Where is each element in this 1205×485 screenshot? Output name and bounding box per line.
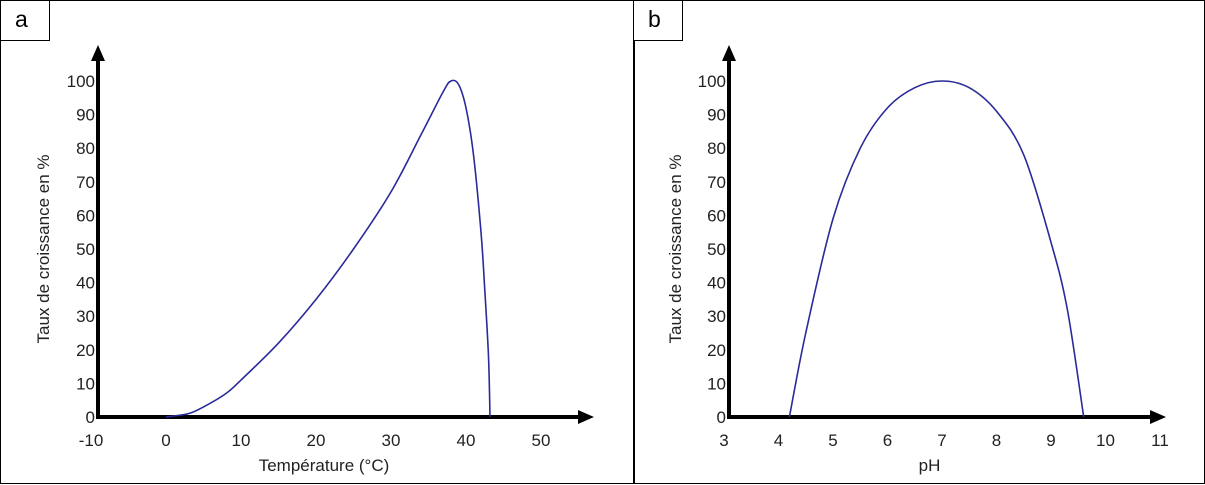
y-tick-label: 20 [707,341,726,360]
y-tick-label: 70 [707,173,726,192]
x-tick-label: 50 [532,431,551,450]
series-line [788,80,1085,418]
x-axis-arrow [1150,410,1166,424]
x-tick-label: -10 [79,431,104,450]
y-tick-label: 50 [707,240,726,259]
y-tick-label: 0 [717,408,726,427]
y-tick-label: 60 [707,206,726,225]
series-line [165,79,491,418]
y-tick-label: 90 [76,106,95,125]
y-tick-label: 90 [707,106,726,125]
x-tick-label: 7 [937,431,946,450]
y-tick-label: 70 [76,173,95,192]
y-tick-label: 40 [707,274,726,293]
chart-panel-a: a 0 10 20 30 40 50 60 70 80 90 100 -10 0 10 20 30 40 50 Te… [0,0,635,484]
y-tick-label: 80 [76,139,95,158]
y-axis-label: Taux de croissance en % [34,155,53,344]
chart-a-svg: 0 10 20 30 40 50 60 70 80 90 100 -10 0 10 20 30 40 50 Temp… [34,45,594,475]
panel-label-a: a [0,0,50,41]
y-tick-label: 60 [76,206,95,225]
y-tick-label: 20 [76,341,95,360]
x-tick-label: 11 [1151,431,1169,450]
y-tick-label: 30 [707,307,726,326]
y-tick-label: 10 [707,374,726,393]
y-tick-label: 100 [67,72,95,91]
chart-panel-b: b 0 10 20 30 40 50 60 70 80 90 100 3 4 5 6 7 8 9 10 11 pH Tau… [633,0,1205,484]
y-tick-label: 80 [707,139,726,158]
y-tick-label: 10 [76,374,95,393]
y-tick-label: 50 [76,240,95,259]
x-tick-label: 6 [883,431,892,450]
x-tick-label: 30 [382,431,401,450]
x-tick-label: 5 [828,431,837,450]
x-tick-label: 8 [992,431,1001,450]
y-tick-label: 0 [86,408,95,427]
y-tick-label: 100 [698,72,726,91]
x-tick-label: 4 [774,431,783,450]
x-axis-label: Température (°C) [259,456,390,475]
x-tick-label: 10 [1096,431,1115,450]
x-tick-label: 40 [457,431,476,450]
y-axis-label: Taux de croissance en % [666,155,685,344]
x-axis-label: pH [919,456,941,475]
x-tick-label: 0 [161,431,170,450]
y-tick-label: 30 [76,307,95,326]
y-tick-label: 40 [76,274,95,293]
panel-label-b: b [633,0,683,41]
x-axis-arrow [578,410,594,424]
x-tick-label: 3 [719,431,728,450]
x-tick-label: 20 [307,431,326,450]
chart-b-svg: 0 10 20 30 40 50 60 70 80 90 100 3 4 5 6 7 8 9 10 11 pH Taux … [666,45,1169,475]
y-axis-arrow [722,45,736,61]
x-tick-label: 9 [1046,431,1055,450]
y-axis-arrow [91,45,105,61]
x-tick-label: 10 [232,431,251,450]
